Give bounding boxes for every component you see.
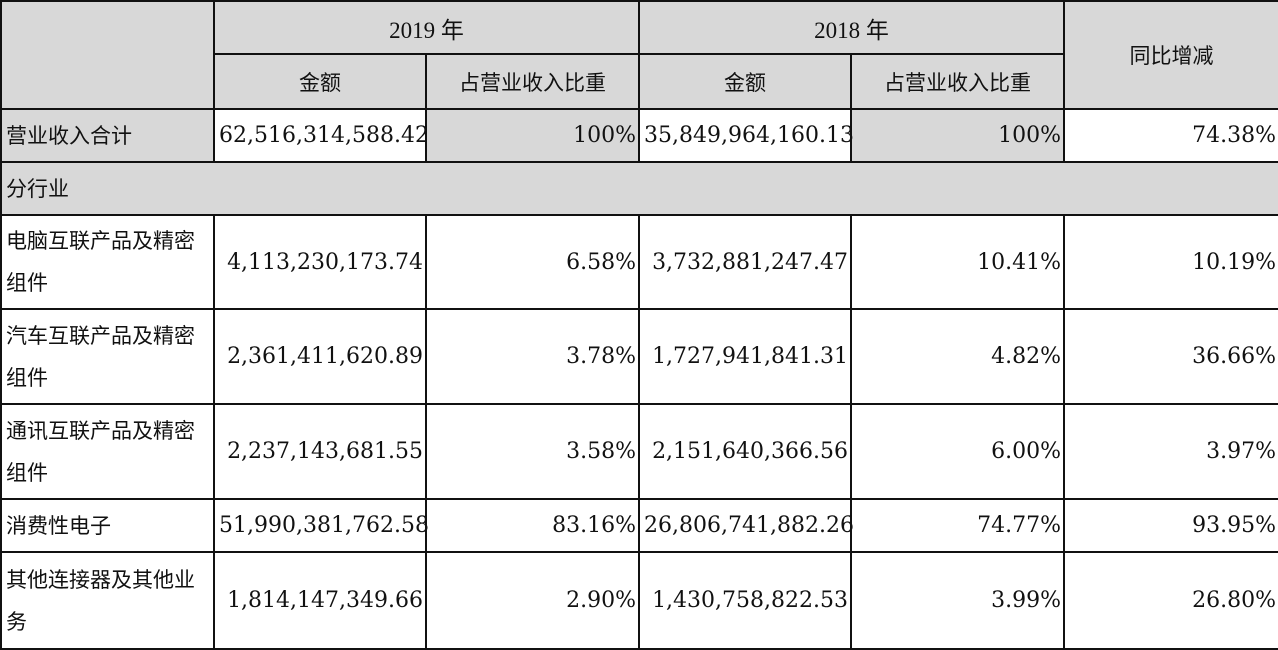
total-amount-2019: 62,516,314,588.42 <box>213 108 429 163</box>
amount-2018: 3,732,881,247.47 <box>638 214 852 310</box>
ratio-2018: 3.99% <box>850 551 1065 650</box>
yoy: 3.97% <box>1063 403 1278 500</box>
total-ratio-2019: 100% <box>425 108 640 163</box>
table-row: 电脑互联产品及精密组件 4,113,230,173.74 6.58% 3,732… <box>0 214 1278 310</box>
header-2019: 2019 年 <box>213 0 640 55</box>
amount-2018: 26,806,741,882.26 <box>638 498 854 553</box>
header-amount-2018: 金额 <box>638 53 852 110</box>
header-amount-2019: 金额 <box>213 53 427 110</box>
table-row: 消费性电子 51,990,381,762.58 83.16% 26,806,74… <box>0 498 1278 553</box>
ratio-2019: 2.90% <box>425 551 640 650</box>
total-row: 营业收入合计 62,516,314,588.42 100% 35,849,964… <box>0 108 1278 163</box>
ratio-2019: 6.58% <box>425 214 640 310</box>
row-label: 电脑互联产品及精密组件 <box>0 214 215 310</box>
table-row: 其他连接器及其他业务 1,814,147,349.66 2.90% 1,430,… <box>0 551 1278 650</box>
total-yoy: 74.38% <box>1063 108 1278 163</box>
ratio-2018: 6.00% <box>850 403 1065 500</box>
ratio-2018: 4.82% <box>850 308 1065 405</box>
amount-2018: 1,727,941,841.31 <box>638 308 852 405</box>
total-label: 营业收入合计 <box>0 108 215 163</box>
ratio-2019: 3.58% <box>425 403 640 500</box>
amount-2019: 2,237,143,681.55 <box>213 403 427 500</box>
section-row: 分行业 <box>0 161 1278 216</box>
header-2018: 2018 年 <box>638 0 1065 55</box>
yoy: 26.80% <box>1063 551 1278 650</box>
header-ratio-2018: 占营业收入比重 <box>850 53 1065 110</box>
header-corner <box>0 0 215 110</box>
header-yoy: 同比增减 <box>1063 0 1278 110</box>
ratio-2019: 83.16% <box>425 498 640 553</box>
ratio-2019: 3.78% <box>425 308 640 405</box>
ratio-2018: 74.77% <box>850 498 1065 553</box>
yoy: 93.95% <box>1063 498 1278 553</box>
row-label: 其他连接器及其他业务 <box>0 551 215 650</box>
header-row-sub: 金额 占营业收入比重 金额 占营业收入比重 <box>1 53 1278 110</box>
amount-2019: 51,990,381,762.58 <box>213 498 429 553</box>
amount-2019: 4,113,230,173.74 <box>213 214 427 310</box>
header-row-years: 2019 年 2018 年 同比增减 <box>0 0 1278 110</box>
total-ratio-2018: 100% <box>850 108 1065 163</box>
ratio-2018: 10.41% <box>850 214 1065 310</box>
amount-2019: 1,814,147,349.66 <box>213 551 427 650</box>
yoy: 36.66% <box>1063 308 1278 405</box>
table-row: 通讯互联产品及精密组件 2,237,143,681.55 3.58% 2,151… <box>0 403 1278 500</box>
table-row: 汽车互联产品及精密组件 2,361,411,620.89 3.78% 1,727… <box>0 308 1278 405</box>
section-label: 分行业 <box>0 161 1278 216</box>
row-label: 汽车互联产品及精密组件 <box>0 308 215 405</box>
amount-2019: 2,361,411,620.89 <box>213 308 427 405</box>
total-amount-2018: 35,849,964,160.13 <box>638 108 854 163</box>
yoy: 10.19% <box>1063 214 1278 310</box>
row-label: 通讯互联产品及精密组件 <box>0 403 215 500</box>
row-label: 消费性电子 <box>0 498 215 553</box>
header-ratio-2019: 占营业收入比重 <box>425 53 640 110</box>
amount-2018: 2,151,640,366.56 <box>638 403 852 500</box>
amount-2018: 1,430,758,822.53 <box>638 551 852 650</box>
